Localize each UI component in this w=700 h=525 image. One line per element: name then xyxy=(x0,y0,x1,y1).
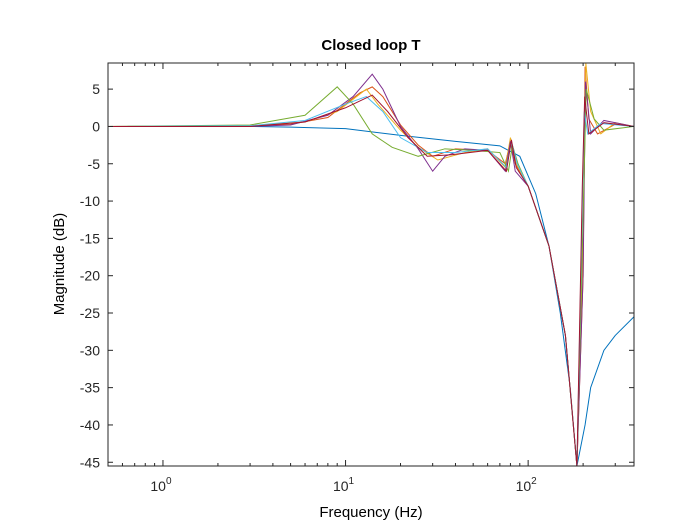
plot-area xyxy=(108,63,634,466)
series-layer xyxy=(107,62,635,467)
series-line-1 xyxy=(108,125,635,467)
y-tick-label: -25 xyxy=(80,305,100,321)
x-tick-label: 101 xyxy=(333,476,355,494)
y-tick-label: -35 xyxy=(80,380,100,396)
x-tick-label: 102 xyxy=(516,476,538,494)
y-tick-label: 0 xyxy=(92,118,100,134)
y-tick-label: -15 xyxy=(80,230,100,246)
y-tick-label: -30 xyxy=(80,342,100,358)
x-tick-label: 100 xyxy=(150,476,172,494)
series-line-3 xyxy=(107,62,635,467)
series-line-7 xyxy=(108,94,635,467)
y-tick-label: -20 xyxy=(80,268,100,284)
chart-title: Closed loop T xyxy=(321,37,420,54)
y-tick-label: -40 xyxy=(80,417,100,433)
y-tick-label: -10 xyxy=(80,193,100,209)
y-tick-label: -5 xyxy=(88,156,101,172)
tick-layer: 5 0 -5 -10 -15 -20 -25 -30 -35 -40 -45 100 101 102 xyxy=(80,63,634,494)
y-tick-label: -45 xyxy=(80,454,100,470)
y-axis-label: Magnitude (dB) xyxy=(51,213,68,316)
series-line-5 xyxy=(107,86,635,467)
y-tick-label: 5 xyxy=(92,81,100,97)
plot-frame xyxy=(107,62,635,467)
x-axis-label: Frequency (Hz) xyxy=(319,504,422,521)
